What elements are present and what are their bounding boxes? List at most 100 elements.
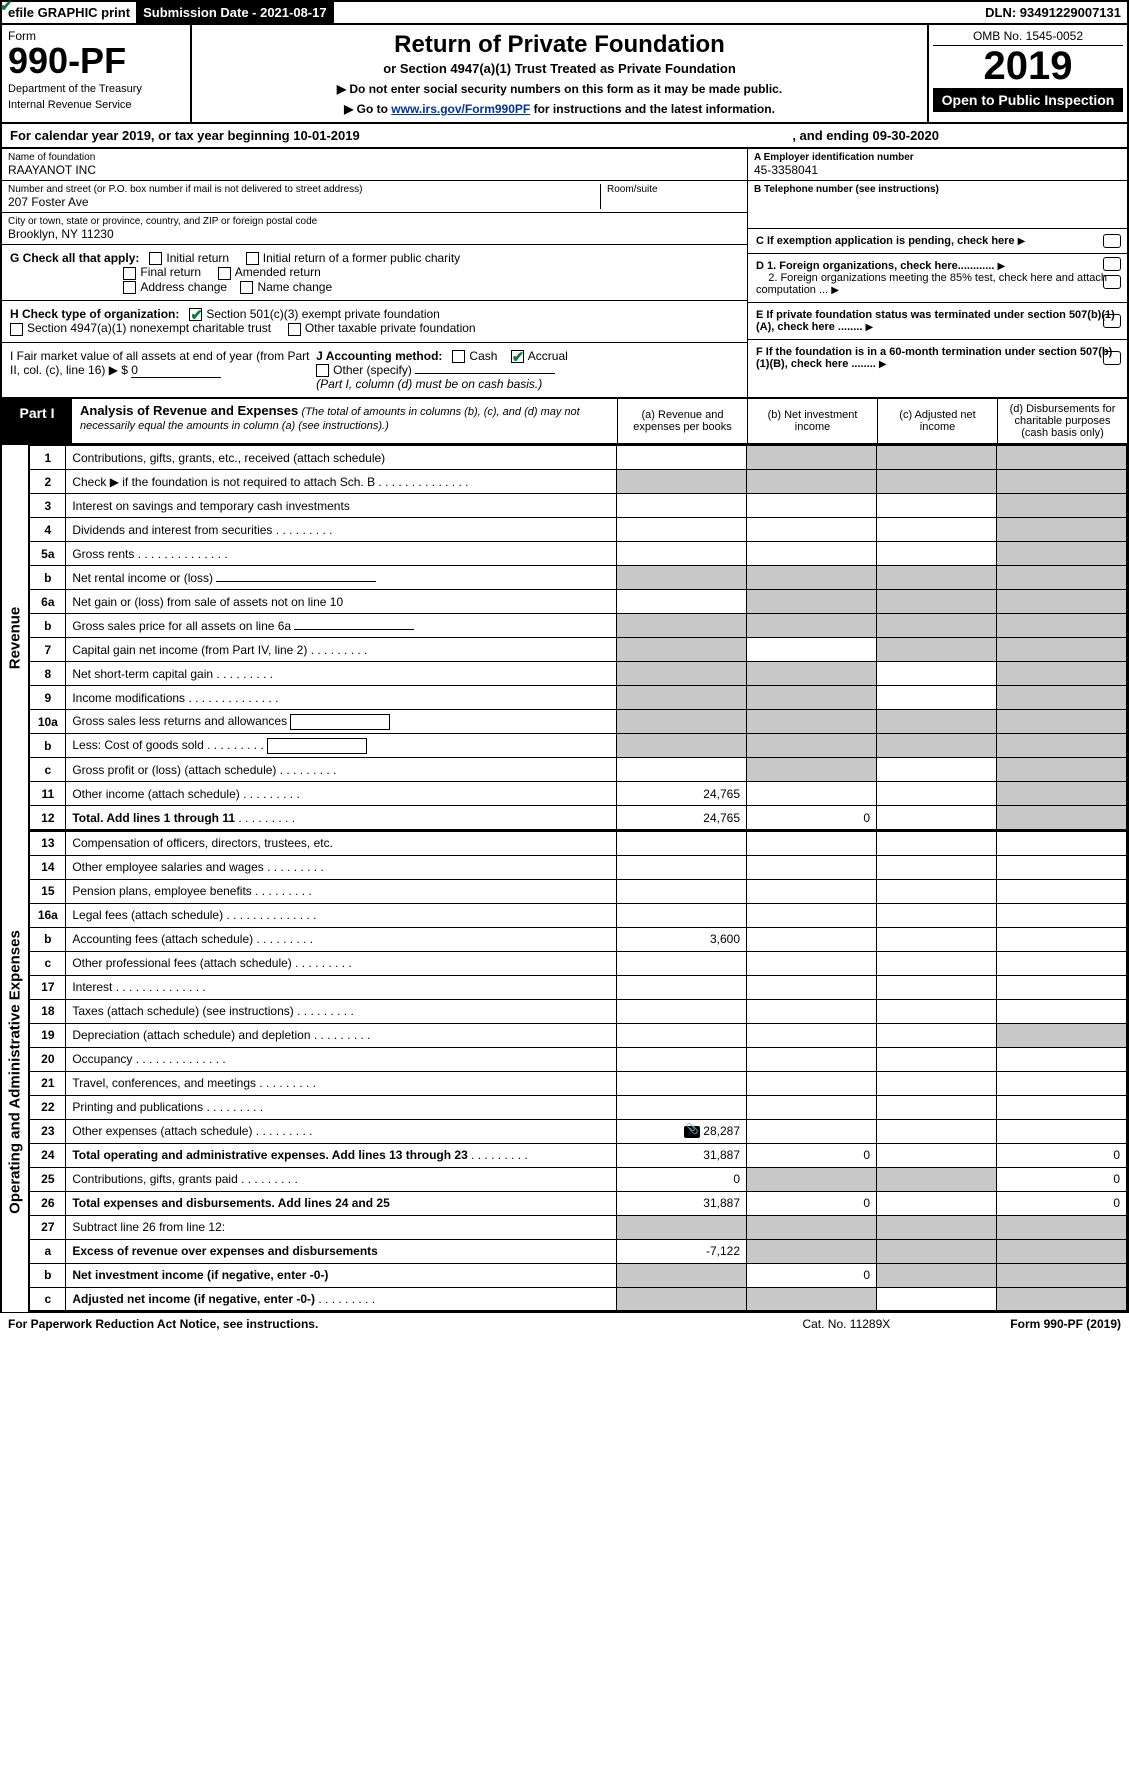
- dln-label: DLN: 93491229007131: [979, 2, 1127, 23]
- r10a-desc: Gross sales less returns and allowances: [72, 714, 287, 728]
- cb-85pct-test[interactable]: [1103, 275, 1121, 289]
- r27-desc: Subtract line 26 from line 12:: [66, 1215, 617, 1239]
- room-label: Room/suite: [607, 184, 741, 195]
- part1-tab: Part I: [2, 399, 72, 443]
- table-row: 18Taxes (attach schedule) (see instructi…: [30, 999, 1127, 1023]
- j2-label: Accrual: [528, 349, 568, 363]
- revenue-table: 1Contributions, gifts, grants, etc., rec…: [29, 445, 1127, 831]
- table-row: 24Total operating and administrative exp…: [30, 1143, 1127, 1167]
- table-row: cAdjusted net income (if negative, enter…: [30, 1287, 1127, 1311]
- cb-exemption-pending[interactable]: [1103, 234, 1121, 248]
- footer-catno: Cat. No. 11289X: [802, 1317, 890, 1331]
- r15-desc: Pension plans, employee benefits: [72, 884, 251, 898]
- i-value: 0: [131, 363, 221, 378]
- r6a-desc: Net gain or (loss) from sale of assets n…: [66, 590, 617, 614]
- revenue-section: Revenue 1Contributions, gifts, grants, e…: [0, 445, 1129, 831]
- g2-label: Initial return of a former public charit…: [263, 251, 460, 265]
- r27c-desc: Adjusted net income (if negative, enter …: [72, 1292, 315, 1306]
- r3-desc: Interest on savings and temporary cash i…: [66, 494, 617, 518]
- g4-label: Amended return: [235, 265, 321, 279]
- r17-desc: Interest: [72, 980, 112, 994]
- cb-initial-former[interactable]: [246, 252, 259, 265]
- r18-desc: Taxes (attach schedule) (see instruction…: [72, 1004, 293, 1018]
- table-row: bLess: Cost of goods sold: [30, 734, 1127, 758]
- cb-501c3[interactable]: [189, 308, 202, 321]
- calendar-year-row: For calendar year 2019, or tax year begi…: [0, 124, 1129, 149]
- cb-name-change[interactable]: [240, 281, 253, 294]
- cb-address-change[interactable]: [123, 281, 136, 294]
- f-label: F If the foundation is in a 60-month ter…: [756, 346, 1112, 370]
- r2a: Check ▶: [72, 475, 119, 489]
- dept-irs: Internal Revenue Service: [8, 99, 184, 111]
- r27b-b: 0: [747, 1263, 877, 1287]
- table-row: 13Compensation of officers, directors, t…: [30, 831, 1127, 855]
- column-headers: (a) Revenue and expenses per books (b) N…: [617, 399, 1127, 443]
- col-a-header: (a) Revenue and expenses per books: [617, 399, 747, 443]
- r24-b: 0: [747, 1143, 877, 1167]
- table-row: 17Interest: [30, 975, 1127, 999]
- info-right: A Employer identification number 45-3358…: [747, 149, 1127, 397]
- h3-label: Other taxable private foundation: [305, 321, 476, 335]
- table-row: bNet investment income (if negative, ent…: [30, 1263, 1127, 1287]
- table-row: 20Occupancy: [30, 1047, 1127, 1071]
- r8-desc: Net short-term capital gain: [72, 667, 213, 681]
- form-number: 990-PF: [8, 43, 184, 79]
- paperclip-icon[interactable]: [684, 1126, 700, 1138]
- cb-cash[interactable]: [452, 350, 465, 363]
- table-row: 7Capital gain net income (from Part IV, …: [30, 638, 1127, 662]
- a-label: A Employer identification number: [754, 152, 914, 163]
- cb-4947a1[interactable]: [10, 323, 23, 336]
- g1-label: Initial return: [166, 251, 229, 265]
- r22-desc: Printing and publications: [72, 1100, 203, 1114]
- r7-desc: Capital gain net income (from Part IV, l…: [72, 643, 307, 657]
- r10b-desc: Less: Cost of goods sold: [72, 738, 203, 752]
- footer-form: Form 990-PF (2019): [1010, 1317, 1121, 1331]
- table-row: 9Income modifications: [30, 686, 1127, 710]
- cb-final-return[interactable]: [123, 267, 136, 280]
- g-check-row: G Check all that apply: Initial return I…: [2, 245, 747, 301]
- header-right: OMB No. 1545-0052 2019 Open to Public In…: [927, 25, 1127, 122]
- cb-amended-return[interactable]: [218, 267, 231, 280]
- expenses-table: 13Compensation of officers, directors, t…: [29, 831, 1127, 1313]
- cb-other-method[interactable]: [316, 364, 329, 377]
- r21-desc: Travel, conferences, and meetings: [72, 1076, 256, 1090]
- table-row: 10aGross sales less returns and allowanc…: [30, 710, 1127, 734]
- table-row: 1Contributions, gifts, grants, etc., rec…: [30, 446, 1127, 470]
- cb-accrual[interactable]: [511, 350, 524, 363]
- table-row: 16aLegal fees (attach schedule): [30, 903, 1127, 927]
- street-address: 207 Foster Ave: [8, 195, 594, 209]
- r2b: if the foundation is not required to att…: [122, 475, 375, 489]
- r5b-desc: Net rental income or (loss): [72, 571, 213, 585]
- r27b-desc: Net investment income (if negative, ente…: [72, 1268, 328, 1282]
- arrow-icon: [831, 284, 841, 296]
- r16b-a: 3,600: [617, 927, 747, 951]
- page-footer: For Paperwork Reduction Act Notice, see …: [0, 1312, 1129, 1335]
- table-row: 23Other expenses (attach schedule)28,287: [30, 1119, 1127, 1143]
- r26-b: 0: [747, 1191, 877, 1215]
- cb-status-terminated[interactable]: [1103, 314, 1121, 328]
- cb-initial-return[interactable]: [149, 252, 162, 265]
- table-row: 6aNet gain or (loss) from sale of assets…: [30, 590, 1127, 614]
- r24-desc: Total operating and administrative expen…: [72, 1148, 467, 1162]
- j-section: J Accounting method: Cash Accrual Other …: [316, 349, 739, 392]
- r11-a: 24,765: [617, 782, 747, 806]
- irs-link[interactable]: www.irs.gov/Form990PF: [391, 102, 530, 116]
- c-row: C If exemption application is pending, c…: [748, 229, 1127, 254]
- form-subtitle: or Section 4947(a)(1) Trust Treated as P…: [202, 61, 917, 76]
- cb-other-taxable[interactable]: [288, 323, 301, 336]
- r6b-desc: Gross sales price for all assets on line…: [72, 619, 291, 633]
- table-row: 22Printing and publications: [30, 1095, 1127, 1119]
- r14-desc: Other employee salaries and wages: [72, 860, 263, 874]
- instruction-2: ▶ Go to www.irs.gov/Form990PF for instru…: [202, 102, 917, 116]
- city-value: Brooklyn, NY 11230: [8, 227, 741, 241]
- instr2-post: for instructions and the latest informat…: [530, 102, 775, 116]
- addr-label: Number and street (or P.O. box number if…: [8, 184, 594, 195]
- instr2-pre: ▶ Go to: [344, 102, 391, 116]
- foundation-name: RAAYANOT INC: [8, 163, 741, 177]
- table-row: 21Travel, conferences, and meetings: [30, 1071, 1127, 1095]
- r16c-desc: Other professional fees (attach schedule…: [72, 956, 291, 970]
- cb-60month[interactable]: [1103, 351, 1121, 365]
- cb-foreign-org[interactable]: [1103, 257, 1121, 271]
- table-row: 19Depreciation (attach schedule) and dep…: [30, 1023, 1127, 1047]
- table-row: cOther professional fees (attach schedul…: [30, 951, 1127, 975]
